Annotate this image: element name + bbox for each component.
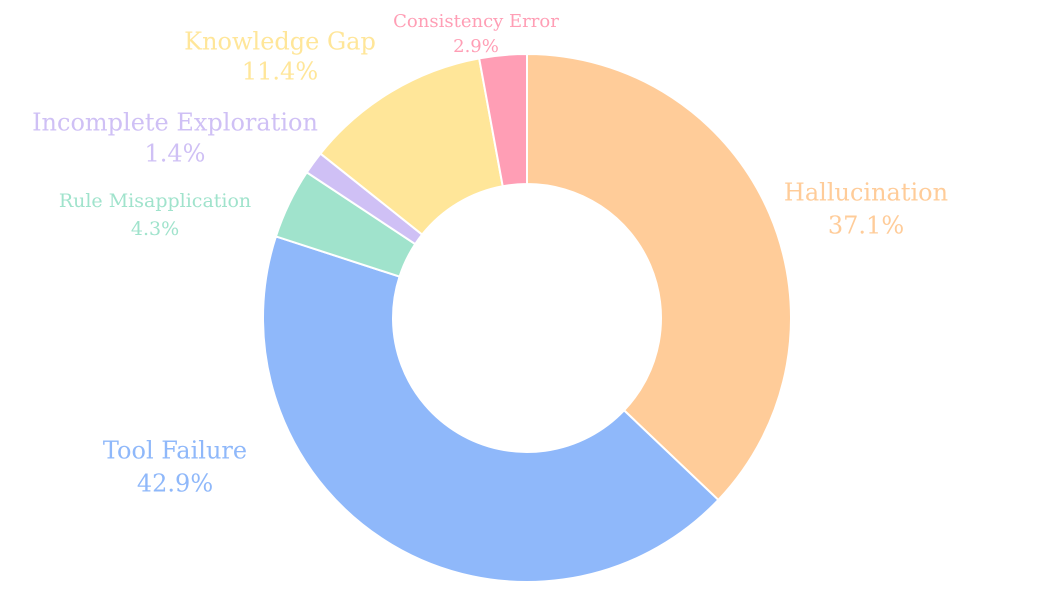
slice-label: Knowledge Gap (184, 28, 376, 56)
slice-value-label: 4.3% (131, 218, 179, 240)
donut-slice (262, 235, 720, 583)
slice-value-label: 2.9% (453, 36, 499, 57)
slice-label: Tool Failure (103, 437, 247, 465)
slice-label: Incomplete Exploration (32, 109, 318, 137)
slice-value-label: 42.9% (137, 470, 213, 498)
slice-label: Consistency Error (393, 11, 559, 32)
slice-label: Rule Misapplication (59, 190, 251, 212)
slice-label: Hallucination (784, 179, 948, 207)
donut-slice (526, 52, 792, 502)
slice-value-label: 1.4% (145, 140, 206, 168)
slice-value-label: 37.1% (828, 212, 904, 240)
slice-value-label: 11.4% (242, 58, 318, 86)
donut-slice (477, 52, 528, 188)
